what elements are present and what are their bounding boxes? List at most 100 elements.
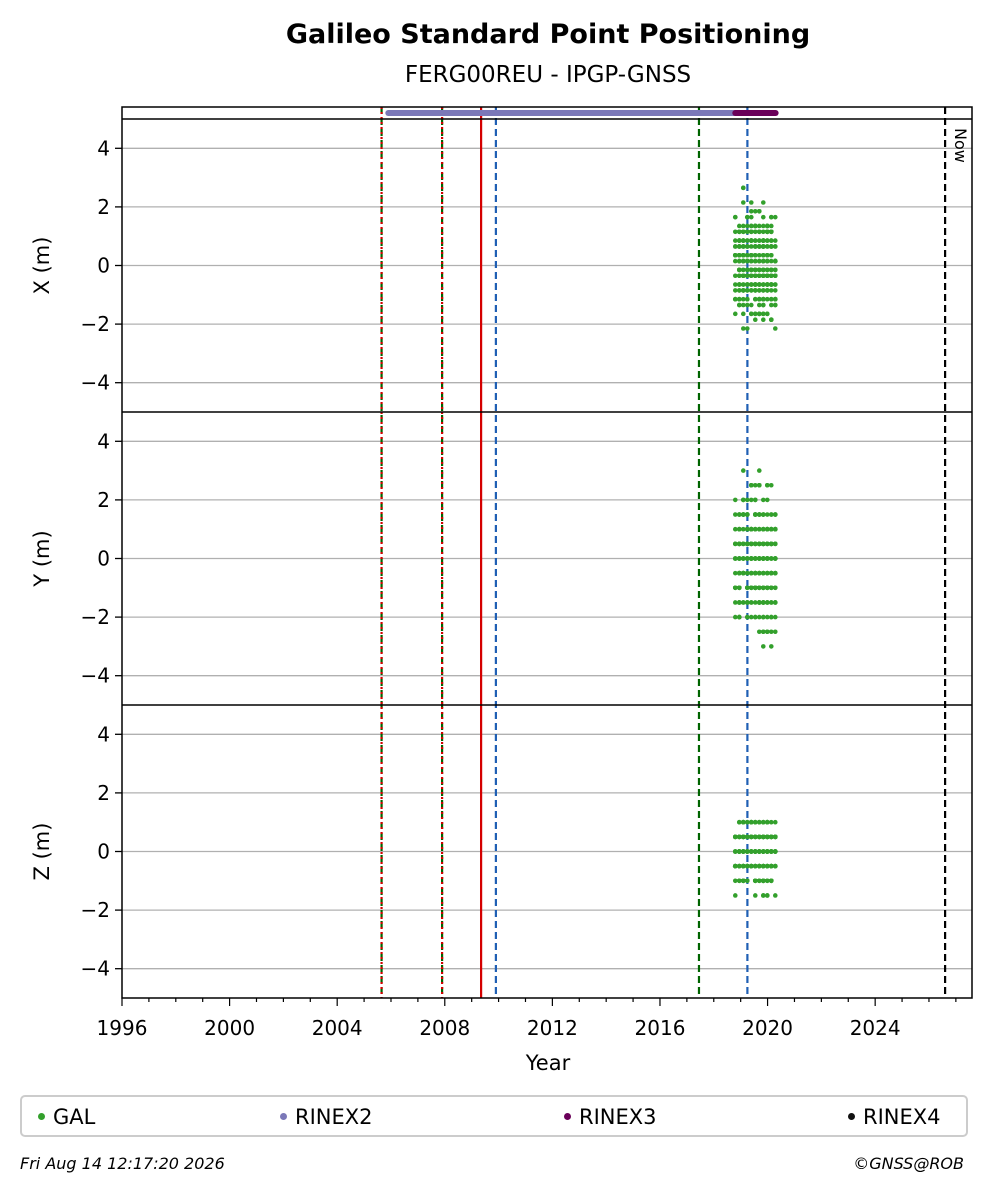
gal-point xyxy=(768,834,774,840)
gal-point xyxy=(756,585,762,591)
gal-point xyxy=(756,238,762,243)
gal-point xyxy=(764,311,770,317)
gal-point xyxy=(772,893,778,898)
x-axis-label: Year xyxy=(525,1051,571,1075)
gal-point xyxy=(748,273,754,279)
gal-point xyxy=(736,526,742,532)
gal-point xyxy=(740,834,746,840)
gal-point xyxy=(752,570,758,576)
gal-point xyxy=(732,288,738,293)
copyright: ©GNSS@ROB xyxy=(853,1154,964,1173)
gal-point xyxy=(756,223,762,229)
gal-point xyxy=(756,252,762,258)
gal-point xyxy=(748,482,754,488)
gal-point xyxy=(740,258,746,264)
gal-point xyxy=(760,267,766,273)
gal-point xyxy=(732,497,738,503)
gal-point xyxy=(740,526,746,532)
gal-point xyxy=(760,311,766,317)
gal-point xyxy=(748,585,754,591)
gal-point xyxy=(740,570,746,576)
gal-point xyxy=(756,482,762,488)
gal-point xyxy=(748,244,754,249)
gal-point xyxy=(748,863,754,869)
y-tick-label: −4 xyxy=(81,957,110,981)
gal-point xyxy=(748,556,754,561)
plot-frame xyxy=(121,106,973,999)
y-axis-label: Y (m) xyxy=(30,530,54,587)
gal-point xyxy=(772,273,778,279)
gal-point xyxy=(768,512,774,517)
gal-point xyxy=(732,311,738,317)
gal-point xyxy=(756,468,762,473)
y-tick-label: 2 xyxy=(97,488,110,512)
gal-point xyxy=(752,229,758,235)
gal-point xyxy=(772,244,778,249)
gal-point xyxy=(760,614,766,620)
gal-point xyxy=(756,244,762,249)
chart-subtitle: FERG00REU - IPGP-GNSS xyxy=(405,62,691,88)
gal-point xyxy=(764,849,770,854)
gal-point xyxy=(744,214,750,220)
gal-point xyxy=(748,849,754,854)
gal-point xyxy=(732,849,738,854)
timestamp: Fri Aug 14 12:17:20 2026 xyxy=(20,1154,225,1173)
gal-point xyxy=(772,512,778,517)
gal-point xyxy=(736,614,742,620)
gal-point xyxy=(772,629,778,635)
gal-point xyxy=(760,629,766,635)
gal-point xyxy=(768,614,774,620)
gal-point xyxy=(764,282,770,287)
gal-point xyxy=(768,644,774,649)
gal-point xyxy=(732,512,738,517)
gal-point xyxy=(760,570,766,576)
gal-point xyxy=(744,849,750,854)
legend-marker-rinex2 xyxy=(280,1112,287,1120)
gal-point xyxy=(744,570,750,576)
gal-point xyxy=(768,258,774,264)
gal-point xyxy=(768,541,774,547)
gal-point xyxy=(760,244,766,249)
gal-point xyxy=(748,570,754,576)
legend-label-rinex2: RINEX2 xyxy=(295,1105,373,1129)
gal-point xyxy=(764,526,770,532)
gal-point xyxy=(772,288,778,293)
gal-point xyxy=(744,223,750,229)
gal-point xyxy=(748,600,754,605)
gal-point xyxy=(732,570,738,576)
gal-point xyxy=(760,849,766,854)
gal-point xyxy=(752,526,758,532)
gal-point xyxy=(760,252,766,258)
gal-point xyxy=(744,863,750,869)
gal-point xyxy=(740,282,746,287)
gal-point xyxy=(732,585,738,591)
gal-series-panel-1 xyxy=(732,185,778,331)
gal-point xyxy=(772,614,778,620)
gal-point xyxy=(768,878,774,884)
gal-point xyxy=(748,238,754,243)
gal-point xyxy=(732,834,738,840)
gal-point xyxy=(748,200,754,205)
gal-point xyxy=(760,541,766,547)
y-tick-label: 2 xyxy=(97,781,110,805)
legend-label-rinex4: RINEX4 xyxy=(863,1105,941,1129)
gal-point xyxy=(764,819,770,825)
legend-marker-gal xyxy=(38,1112,45,1120)
gal-point xyxy=(772,834,778,840)
gal-point xyxy=(756,229,762,235)
gal-point xyxy=(764,570,770,576)
gal-point xyxy=(748,223,754,229)
y-tick-label: 4 xyxy=(97,722,110,746)
y-tick-label: −4 xyxy=(81,664,110,688)
gal-point xyxy=(768,238,774,243)
legend-marker-rinex4 xyxy=(848,1112,855,1120)
gal-point xyxy=(764,229,770,235)
gal-point xyxy=(732,526,738,532)
gal-point xyxy=(752,208,758,214)
gal-point xyxy=(760,893,766,898)
gal-point xyxy=(764,267,770,273)
gal-point xyxy=(740,541,746,547)
y-tick-label: −2 xyxy=(81,605,110,629)
gal-point xyxy=(744,497,750,503)
y-tick-label: −2 xyxy=(81,898,110,922)
